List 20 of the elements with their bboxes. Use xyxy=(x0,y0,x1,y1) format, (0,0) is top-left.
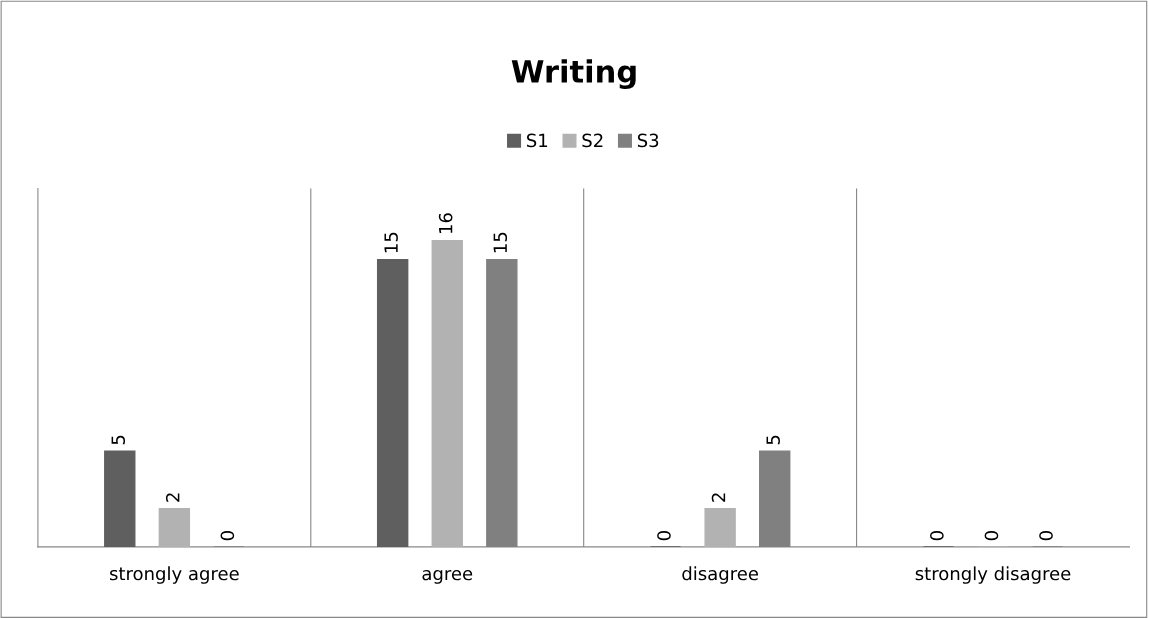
x-tick-label: disagree xyxy=(682,566,758,584)
legend-label: S3 xyxy=(637,133,659,148)
data-label: 0 xyxy=(657,531,671,541)
data-label: 5 xyxy=(111,435,126,445)
data-label: 2 xyxy=(165,493,180,502)
data-label: 15 xyxy=(493,232,508,253)
x-tick-label: strongly agree xyxy=(110,566,239,584)
data-label: 0 xyxy=(930,531,944,541)
data-label: 2 xyxy=(711,493,726,502)
data-label: 0 xyxy=(220,531,235,541)
data-label: 5 xyxy=(766,435,780,445)
x-tick-label: strongly disagree xyxy=(915,566,1071,584)
legend-label: S2 xyxy=(582,133,603,148)
chart-title: Writing xyxy=(511,59,636,90)
legend-label: S1 xyxy=(526,133,548,148)
data-label: 16 xyxy=(438,213,453,234)
data-label: 15 xyxy=(384,232,398,253)
data-label: 0 xyxy=(1039,531,1053,541)
x-tick-label: agree xyxy=(422,569,473,584)
data-label: 0 xyxy=(984,531,999,541)
